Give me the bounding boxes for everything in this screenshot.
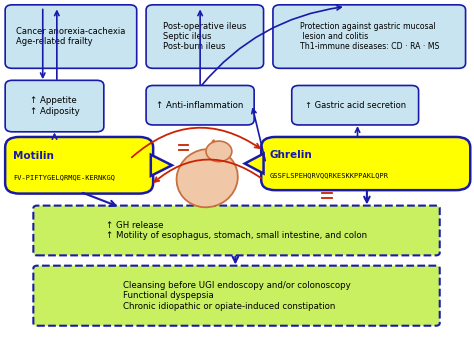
Text: Cancer anorexia-cachexia
Age-related frailty: Cancer anorexia-cachexia Age-related fra… xyxy=(16,27,126,46)
Text: FV-PIFTYGELQRMQE-KERNKGQ: FV-PIFTYGELQRMQE-KERNKGQ xyxy=(13,174,115,181)
Ellipse shape xyxy=(176,149,238,207)
FancyArrowPatch shape xyxy=(132,128,260,157)
Ellipse shape xyxy=(206,141,232,162)
Text: GSSFLSPEHQRVQQRKESKKPPAKLQPR: GSSFLSPEHQRVQQRKESKKPPAKLQPR xyxy=(269,172,388,179)
Text: Motilin: Motilin xyxy=(13,151,54,161)
Polygon shape xyxy=(151,155,172,176)
Text: Protection against gastric mucosal
 lesion and colitis
Th1-immune diseases: CD ·: Protection against gastric mucosal lesio… xyxy=(300,22,439,52)
FancyBboxPatch shape xyxy=(146,85,254,125)
FancyBboxPatch shape xyxy=(292,85,419,125)
FancyBboxPatch shape xyxy=(261,137,470,190)
FancyBboxPatch shape xyxy=(5,80,104,132)
Text: ↑ Appetite
↑ Adiposity: ↑ Appetite ↑ Adiposity xyxy=(29,97,79,116)
Text: Ghrelin: Ghrelin xyxy=(269,150,312,160)
FancyBboxPatch shape xyxy=(33,206,440,255)
FancyArrowPatch shape xyxy=(213,141,214,142)
Text: ↑ Anti-inflammation: ↑ Anti-inflammation xyxy=(156,101,244,110)
Text: Cleansing before UGI endoscopy and/or colonoscopy
Functional dyspepsia
Chronic i: Cleansing before UGI endoscopy and/or co… xyxy=(123,281,350,311)
FancyBboxPatch shape xyxy=(5,137,153,194)
Text: ↑ GH release
↑ Motility of esophagus, stomach, small intestine, and colon: ↑ GH release ↑ Motility of esophagus, st… xyxy=(106,221,367,240)
FancyArrowPatch shape xyxy=(155,160,261,182)
FancyBboxPatch shape xyxy=(33,266,440,326)
FancyBboxPatch shape xyxy=(146,5,264,68)
Polygon shape xyxy=(245,154,264,173)
Text: Post-operative ileus
Septic ileus
Post-burn ileus: Post-operative ileus Septic ileus Post-b… xyxy=(163,22,246,52)
Text: ↑ Gastric acid secretion: ↑ Gastric acid secretion xyxy=(305,101,406,110)
FancyBboxPatch shape xyxy=(5,5,137,68)
FancyBboxPatch shape xyxy=(273,5,465,68)
